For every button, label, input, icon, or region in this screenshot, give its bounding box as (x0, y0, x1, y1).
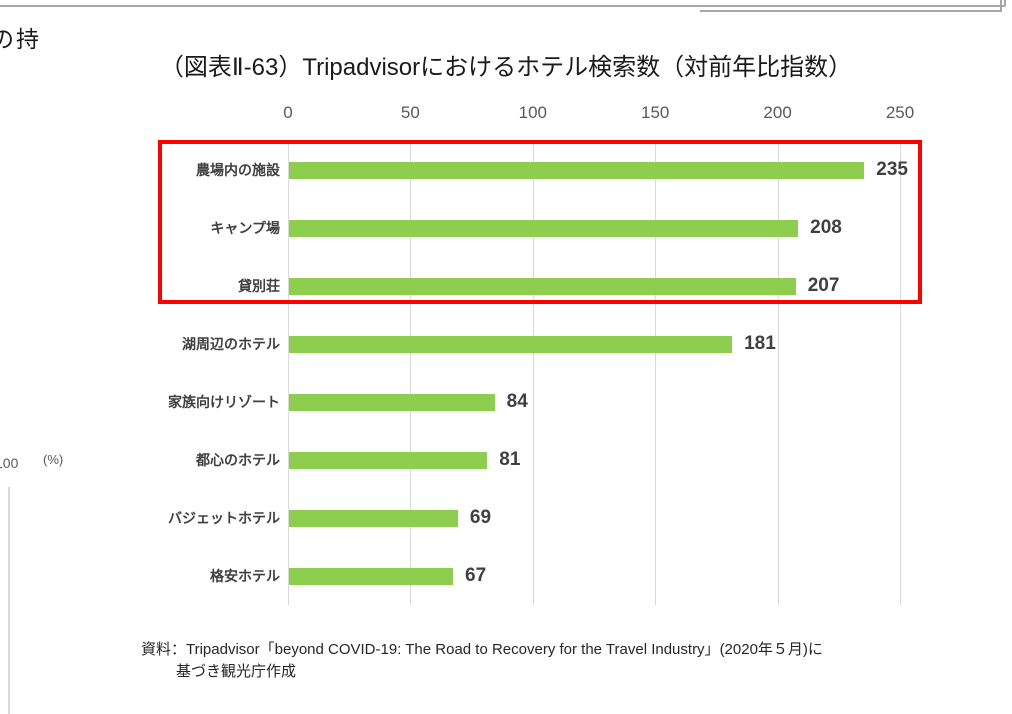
source-note: 資料：Tripadvisor「beyond COVID-19: The Road… (141, 641, 823, 658)
category-label: 格安ホテル (210, 568, 280, 584)
source-note-line2: 基づき観光庁作成 (176, 663, 297, 680)
value-label: 81 (499, 449, 521, 470)
bar-row: 湖周辺のホテル 181 (0, 315, 1012, 373)
value-label: 235 (876, 159, 908, 180)
gridline (288, 141, 289, 605)
gridline (900, 141, 901, 605)
clipped-axis-line (8, 487, 10, 714)
bar-row: キャンプ場 208 (0, 199, 1012, 257)
x-tick-label: 150 (641, 103, 670, 122)
bar-row: 貸別荘 207 (0, 257, 1012, 315)
bar (289, 567, 454, 585)
bar (289, 509, 458, 527)
category-label: 貸別荘 (238, 278, 280, 294)
clipped-textbox-border (1000, 0, 1002, 11)
bar-rows: 農場内の施設 235 キャンプ場 208 貸別荘 207 湖周辺のホテル 181 家族向けリゾー… (0, 141, 1012, 605)
category-label: 都心のホテル (196, 452, 280, 468)
value-label: 67 (465, 565, 487, 586)
gridline (532, 141, 534, 605)
bar-row: 格安ホテル 67 (0, 547, 1012, 605)
category-label: バジェットホテル (168, 510, 280, 526)
bar (289, 219, 799, 237)
value-label: 208 (810, 217, 842, 238)
x-tick-label: 250 (885, 103, 915, 122)
value-label: 69 (469, 507, 492, 528)
gridline (777, 141, 779, 605)
bar-row: バジェットホテル 69 (0, 489, 1012, 547)
clipped-textbox-border (1004, 0, 1006, 6)
clipped-text-fragment: の持 (0, 26, 41, 52)
gridline (410, 141, 412, 605)
plot-area (288, 141, 936, 605)
bar (289, 277, 796, 295)
x-tick-label: 0 (283, 103, 293, 122)
clipped-textbox-border (700, 10, 1002, 12)
category-label: 湖周辺のホテル (182, 336, 280, 352)
x-axis-tick-labels: 0 50 100 150 200 250 (0, 103, 1012, 125)
value-label: 181 (744, 333, 776, 354)
x-tick-label: 100 (518, 103, 547, 122)
value-label: 207 (807, 275, 840, 296)
bar-row: 都心のホテル 81 (0, 431, 1012, 489)
x-tick-label: 50 (400, 103, 420, 122)
bar (289, 335, 733, 353)
bar (289, 393, 495, 411)
value-label: 84 (506, 391, 528, 412)
clipped-axis-tick: 100 (0, 455, 19, 471)
category-label: 家族向けリゾート (168, 394, 280, 410)
clipped-textbox-border (0, 5, 1005, 7)
category-label: キャンプ場 (210, 220, 280, 236)
clipped-axis-unit: (%) (43, 452, 64, 467)
bar-row: 家族向けリゾート 84 (0, 373, 1012, 431)
gridline (655, 141, 657, 605)
x-tick-label: 200 (763, 103, 792, 122)
bar-row: 農場内の施設 235 (0, 141, 1012, 199)
bar (289, 161, 865, 179)
category-label: 農場内の施設 (196, 162, 280, 178)
bar (289, 451, 488, 469)
chart-title: （図表Ⅱ-63）Tripadvisorにおけるホテル検索数（対前年比指数） (159, 54, 853, 81)
